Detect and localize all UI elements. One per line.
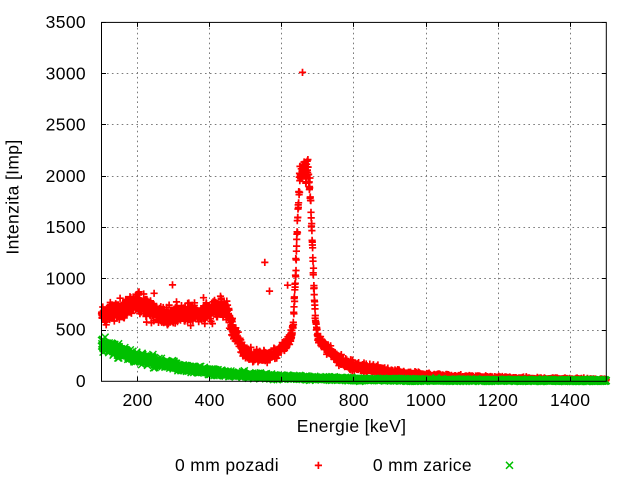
svg-text:0: 0 <box>76 371 86 391</box>
svg-text:Intenzita [Imp]: Intenzita [Imp] <box>3 139 23 254</box>
svg-text:1500: 1500 <box>46 217 86 237</box>
svg-text:Energie [keV]: Energie [keV] <box>297 416 407 436</box>
svg-text:400: 400 <box>195 390 225 410</box>
svg-text:500: 500 <box>56 320 86 340</box>
svg-text:2500: 2500 <box>46 115 86 135</box>
svg-text:3500: 3500 <box>46 12 86 32</box>
svg-text:800: 800 <box>339 390 369 410</box>
svg-text:600: 600 <box>267 390 297 410</box>
svg-text:1000: 1000 <box>46 269 86 289</box>
svg-text:0 mm zarice: 0 mm zarice <box>373 455 472 475</box>
svg-text:2000: 2000 <box>46 166 86 186</box>
svg-text:3000: 3000 <box>46 63 86 83</box>
svg-text:1200: 1200 <box>478 390 518 410</box>
svg-text:1000: 1000 <box>406 390 446 410</box>
svg-text:0 mm pozadi: 0 mm pozadi <box>175 455 279 475</box>
svg-text:1400: 1400 <box>550 390 590 410</box>
svg-text:200: 200 <box>122 390 152 410</box>
